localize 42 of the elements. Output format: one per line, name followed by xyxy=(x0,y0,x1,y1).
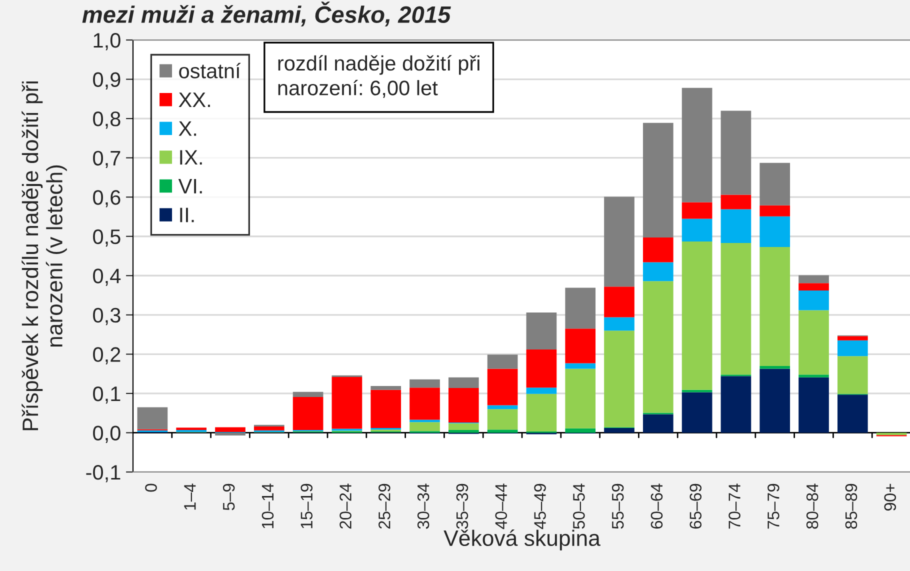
y-axis-title: Příspěvek k rozdílu naděje dožití při narození (v letech) xyxy=(22,81,67,430)
x-axis-title: Věková skupina xyxy=(444,529,600,550)
x-tick-label: 35–39 xyxy=(456,484,468,529)
x-tick-label: 70–74 xyxy=(728,484,740,529)
x-tick-label: 90+ xyxy=(884,484,896,511)
x-tick-label: 75–79 xyxy=(768,484,780,529)
y-tick-label: 0,6 xyxy=(93,190,120,208)
legend-label: VI. xyxy=(178,179,202,194)
x-tick-label: 20–24 xyxy=(340,484,352,529)
y-tick-label: 0,4 xyxy=(93,268,121,286)
legend-label: IX. xyxy=(180,150,202,165)
y-tick-label: 0,0 xyxy=(93,426,120,443)
y-tick-label: 0,5 xyxy=(93,229,120,247)
legend-label: II. xyxy=(180,208,194,222)
y-tick-label: -0,1 xyxy=(86,465,120,482)
x-tick-label: 1–4 xyxy=(184,484,196,510)
y-tick-label: 0,3 xyxy=(93,308,120,326)
x-tick-label: 50–54 xyxy=(573,484,585,529)
legend-label: X. xyxy=(178,121,196,136)
annotation: rozdíl naděje dožití při narození: 6,00 let xyxy=(278,55,480,98)
x-tick-label: 60–64 xyxy=(650,484,663,529)
y-tick-label: 0,9 xyxy=(93,72,120,90)
chart-title: mezi muži a ženami, Česko, 2015 xyxy=(82,2,451,26)
x-tick-label: 5–9 xyxy=(222,484,235,510)
x-tick-label: 55–59 xyxy=(612,484,624,529)
x-tick-label: 40–44 xyxy=(495,484,508,530)
x-tick-label: 25–29 xyxy=(378,484,390,529)
x-tick-label: 45–49 xyxy=(534,484,546,530)
y-tick-label: 0,8 xyxy=(93,112,120,129)
legend-label: XX. xyxy=(178,92,210,107)
x-tick-label: 65–69 xyxy=(690,484,702,529)
x-tick-label: 15–19 xyxy=(300,484,313,528)
x-tick-label: 30–34 xyxy=(417,484,430,529)
legend-label: ostatní xyxy=(179,62,241,78)
x-tick-label: 80–84 xyxy=(806,484,818,529)
x-tick-label: 85–89 xyxy=(845,484,858,529)
y-tick-label: 0,7 xyxy=(93,150,120,168)
y-tick-label: 1,0 xyxy=(94,33,120,50)
x-tick-label: 0 xyxy=(145,484,157,492)
x-tick-label: 10–14 xyxy=(262,484,274,528)
y-tick-label: 0,2 xyxy=(93,347,120,364)
y-tick-label: 0,1 xyxy=(93,386,120,404)
